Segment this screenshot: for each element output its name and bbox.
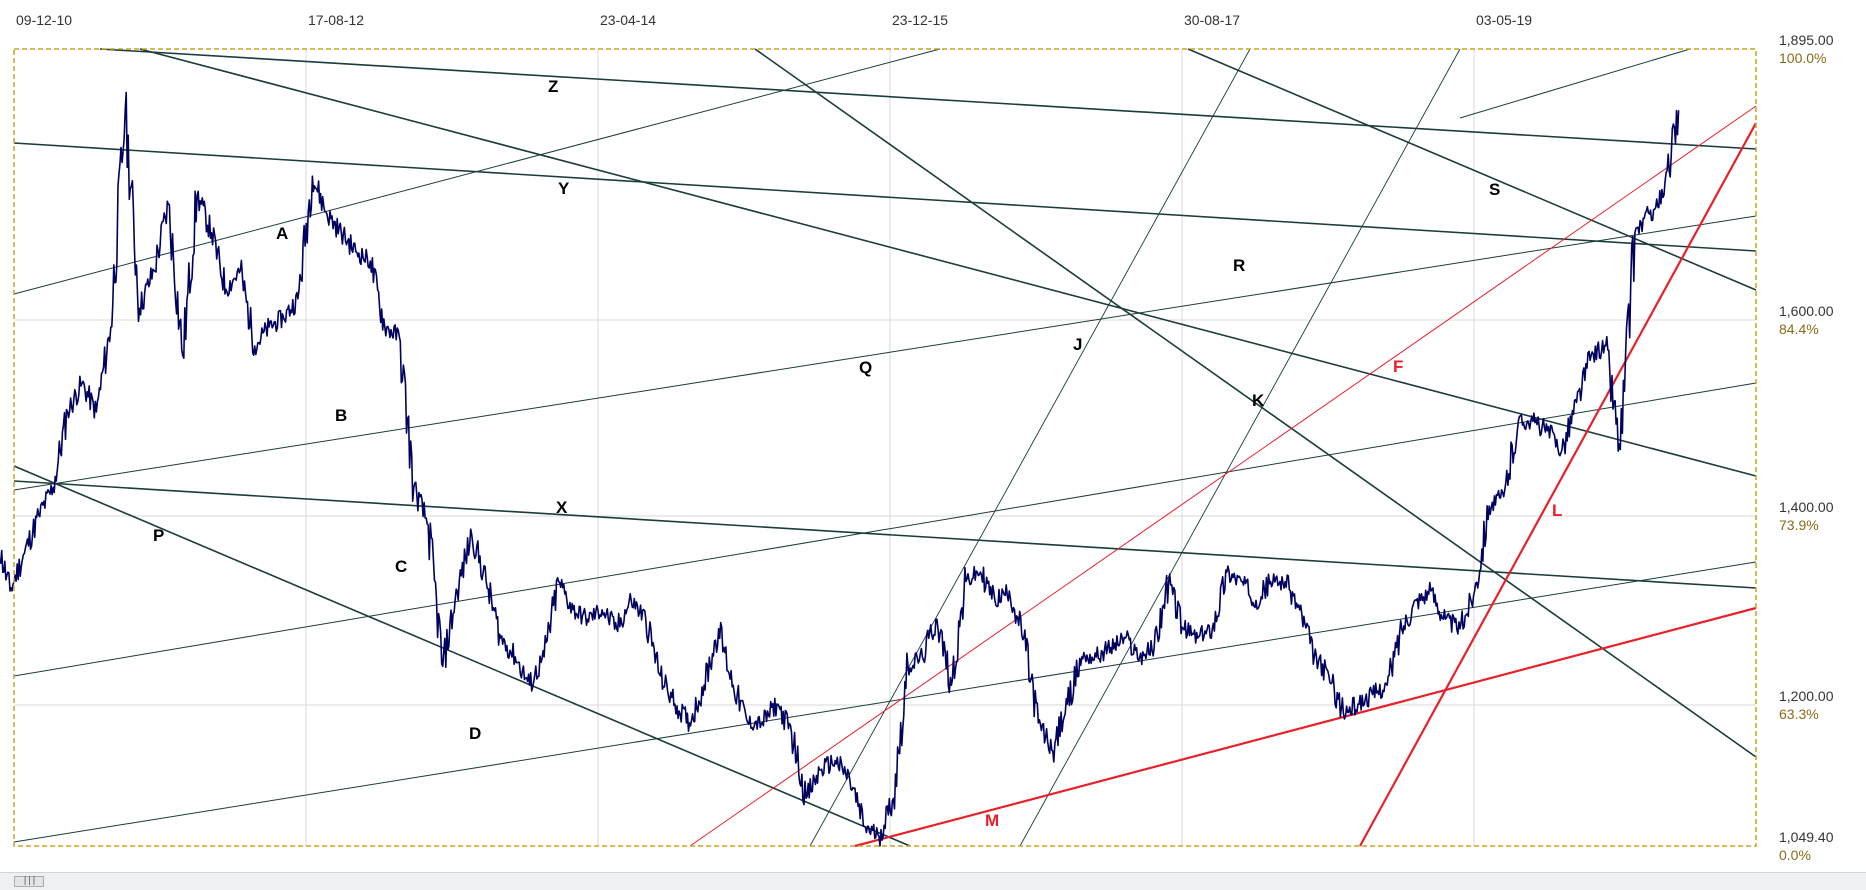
x-axis-ticks: 09-12-10 17-08-12 23-04-14 23-12-15 30-08-17…: [16, 12, 1532, 28]
trend-line-b: [13, 215, 1757, 491]
y-tick-price-label: 1,200.00: [1779, 688, 1834, 704]
trend-line-c: [13, 382, 1757, 677]
x-tick-label: 30-08-17: [1184, 12, 1240, 28]
trend-line-label-b: B: [335, 406, 347, 425]
trend-line-m: [854, 606, 1757, 848]
trend-line-j: [809, 48, 1251, 847]
scrollbar-thumb-grip-icon[interactable]: |||: [14, 876, 44, 887]
y-axis-ticks: 1,895.00 100.0% 1,600.00 84.4% 1,400.00 73.9%…: [1779, 32, 1834, 863]
horizontal-scrollbar[interactable]: |||: [0, 872, 1866, 890]
trend-line-label-z: Z: [548, 77, 558, 96]
trend-line-r: [754, 48, 1757, 758]
trend-lines: [13, 48, 1757, 848]
y-tick-percent-label: 0.0%: [1779, 847, 1811, 863]
trend-line-label-f: F: [1393, 357, 1403, 376]
y-tick-percent-label: 73.9%: [1779, 517, 1819, 533]
trend-line-label-k: K: [1252, 391, 1265, 410]
trend-line-x: [13, 480, 1757, 589]
trend-line-upper-channel: [1459, 48, 1691, 119]
trend-line-s: [1187, 48, 1757, 291]
x-tick-label: 23-04-14: [600, 12, 656, 28]
trend-line-f: [689, 105, 1757, 847]
price-line: [0, 91, 1680, 847]
y-tick-percent-label: 100.0%: [1779, 50, 1826, 66]
trend-line-label-l: L: [1552, 501, 1562, 520]
x-tick-label: 03-05-19: [1476, 12, 1532, 28]
trend-line-l: [1359, 122, 1757, 847]
trend-line-label-q: Q: [859, 358, 872, 377]
trend-line-label-j: J: [1073, 335, 1082, 354]
trend-line-label-s: S: [1489, 180, 1500, 199]
trend-line-z: [99, 48, 1757, 150]
trend-line-q: [139, 48, 1757, 477]
trend-line-label-r: R: [1233, 256, 1245, 275]
trend-line-label-x: X: [556, 498, 568, 517]
x-tick-label: 23-12-15: [892, 12, 948, 28]
trend-line-y: [13, 142, 1757, 252]
plot-frame: [13, 48, 1757, 847]
y-tick-price-label: 1,400.00: [1779, 499, 1834, 515]
price-series: [0, 91, 1680, 847]
trend-line-label-p: P: [153, 526, 164, 545]
y-tick-price-label: 1,049.40: [1779, 829, 1834, 845]
x-tick-label: 09-12-10: [16, 12, 72, 28]
trend-line-label-y: Y: [558, 179, 570, 198]
trend-line-p: [13, 465, 911, 847]
y-tick-price-label: 1,895.00: [1779, 32, 1834, 48]
y-tick-percent-label: 84.4%: [1779, 321, 1819, 337]
x-tick-label: 17-08-12: [308, 12, 364, 28]
y-tick-percent-label: 63.3%: [1779, 706, 1819, 722]
trend-line-a: [13, 48, 941, 295]
trend-line-label-c: C: [395, 557, 407, 576]
trend-line-label-a: A: [276, 224, 288, 243]
trend-line-labels: Z Y A S R J F Q B K X L P C D M: [153, 77, 1562, 830]
trend-line-label-m: M: [985, 811, 999, 830]
y-tick-price-label: 1,600.00: [1779, 303, 1834, 319]
trend-line-d: [13, 561, 1757, 843]
grid-lines: [14, 49, 1756, 846]
trend-line-label-d: D: [469, 724, 481, 743]
trend-line-k: [1019, 48, 1461, 847]
